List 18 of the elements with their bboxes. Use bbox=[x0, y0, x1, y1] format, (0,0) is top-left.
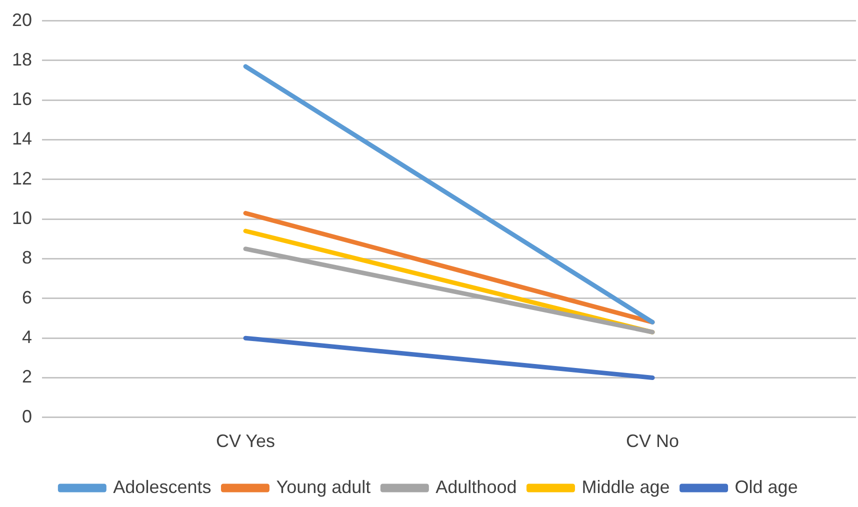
y-tick-label: 16 bbox=[12, 89, 32, 110]
y-tick-label: 12 bbox=[12, 168, 32, 188]
x-tick-label: CV No bbox=[626, 431, 680, 452]
legend-label: Adolescents bbox=[113, 476, 212, 497]
legend-label: Old age bbox=[734, 476, 798, 497]
y-tick-label: 20 bbox=[12, 10, 32, 30]
legend-label: Middle age bbox=[582, 476, 670, 497]
y-tick-label: 6 bbox=[22, 287, 32, 308]
y-tick-label: 8 bbox=[22, 248, 32, 268]
y-tick-label: 0 bbox=[22, 406, 32, 426]
x-tick-label: CV Yes bbox=[216, 431, 276, 452]
y-tick-label: 2 bbox=[22, 366, 32, 387]
y-tick-label: 14 bbox=[12, 128, 32, 149]
y-tick-label: 4 bbox=[22, 327, 32, 348]
y-tick-label: 10 bbox=[12, 208, 32, 228]
legend-label: Adulthood bbox=[436, 476, 517, 497]
y-tick-label: 18 bbox=[12, 49, 32, 70]
legend-label: Young adult bbox=[276, 476, 371, 497]
